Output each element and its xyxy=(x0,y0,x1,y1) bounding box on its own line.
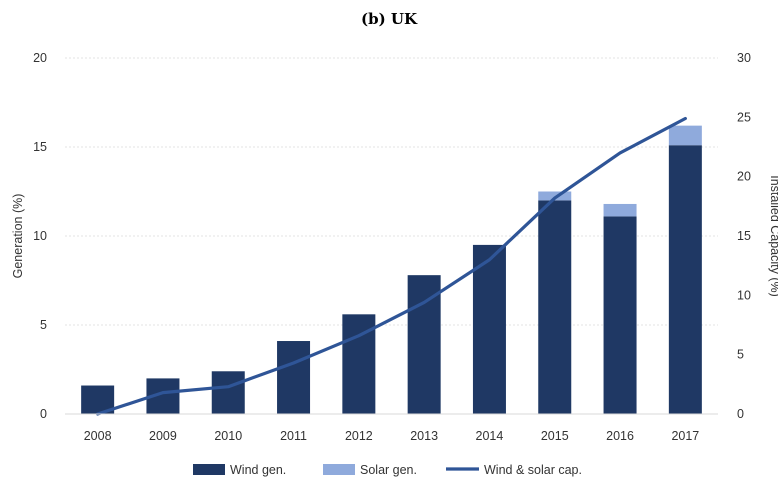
legend-swatch-solar-gen xyxy=(323,464,355,475)
y-right-tick-label: 0 xyxy=(737,407,744,421)
bar-wind-gen-2015 xyxy=(538,200,572,414)
chart-title: (b) UK xyxy=(360,10,418,28)
bar-wind-gen-2014 xyxy=(472,244,506,414)
bar-solar-gen-2017 xyxy=(668,125,702,146)
y-right-tick-label: 20 xyxy=(737,170,751,184)
legend-swatch-wind-gen xyxy=(193,464,225,475)
bar-layer xyxy=(81,125,702,414)
y-left-tick-label: 15 xyxy=(33,140,47,154)
x-tick-label: 2011 xyxy=(280,429,307,443)
legend-label-solar-gen: Solar gen. xyxy=(360,463,417,477)
bar-solar-gen-2016 xyxy=(603,203,637,217)
x-tick-label: 2013 xyxy=(410,429,438,443)
y-right-tick-label: 5 xyxy=(737,348,744,362)
y-right-tick-label: 25 xyxy=(737,110,751,124)
x-tick-label: 2014 xyxy=(476,429,504,443)
bar-solar-gen-2015 xyxy=(538,191,572,201)
series-line-capacity xyxy=(96,116,687,416)
axis-layer: 0 5 10 15 20 0 5 10 15 20 25 30 2008 2009 2010 2011 2012… xyxy=(11,51,778,443)
y-right-tick-label: 10 xyxy=(737,288,751,302)
y-left-tick-label: 5 xyxy=(40,318,47,332)
x-tick-label: 2008 xyxy=(84,429,112,443)
y-left-tick-label: 0 xyxy=(40,407,47,421)
x-tick-label: 2016 xyxy=(606,429,634,443)
y-left-axis-title: Generation (%) xyxy=(11,194,25,279)
y-right-axis-title: Installed Capacity (%) xyxy=(768,175,778,297)
bar-wind-gen-2011 xyxy=(277,341,311,414)
y-left-tick-label: 20 xyxy=(33,51,47,65)
line-layer xyxy=(96,116,687,416)
x-tick-label: 2009 xyxy=(149,429,177,443)
y-left-tick-label: 10 xyxy=(33,229,47,243)
legend-label-wind-gen: Wind gen. xyxy=(230,463,286,477)
y-right-tick-label: 15 xyxy=(737,229,751,243)
x-tick-label: 2010 xyxy=(214,429,242,443)
legend-label-wind-solar-cap: Wind & solar cap. xyxy=(484,463,582,477)
x-tick-label: 2015 xyxy=(541,429,569,443)
x-tick-label: 2017 xyxy=(671,429,699,443)
x-tick-label: 2012 xyxy=(345,429,373,443)
bar-wind-gen-2017 xyxy=(668,145,702,414)
bar-wind-gen-2013 xyxy=(407,275,441,414)
bar-wind-gen-2010 xyxy=(211,371,245,414)
y-right-tick-label: 30 xyxy=(737,51,751,65)
bar-wind-gen-2016 xyxy=(603,216,637,414)
legend-layer: Wind gen. Solar gen. Wind & solar cap. xyxy=(193,463,582,477)
